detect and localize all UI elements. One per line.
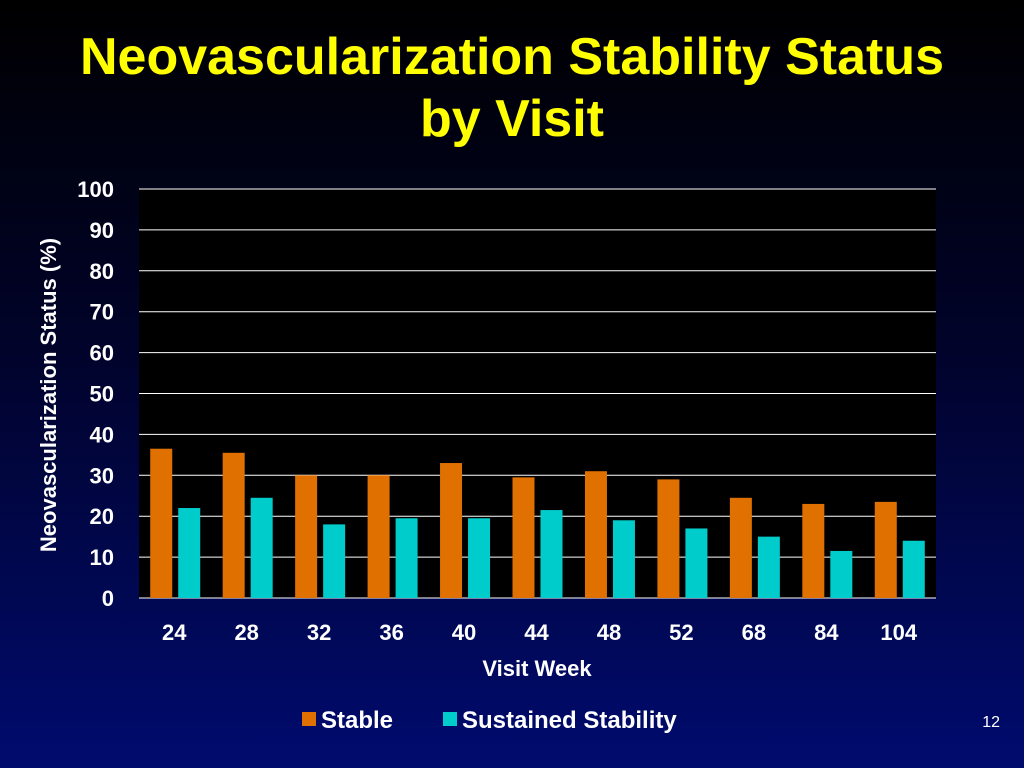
- y-tick-label: 20: [90, 504, 114, 529]
- x-tick-label: 104: [880, 620, 917, 645]
- x-tick-label: 24: [162, 620, 187, 645]
- legend-label-sustained-stability: Sustained Stability: [462, 707, 677, 734]
- bar-stable: [222, 452, 245, 598]
- y-tick-label: 60: [90, 341, 114, 366]
- legend-swatch-stable: [302, 712, 316, 726]
- y-axis-title: Neovascularization Status (%): [36, 238, 61, 552]
- y-tick-label: 80: [90, 259, 114, 284]
- legend-label-stable: Stable: [321, 707, 393, 734]
- x-tick-label: 68: [742, 620, 766, 645]
- bar-stable: [729, 497, 752, 598]
- x-tick-label: 28: [234, 620, 258, 645]
- y-tick-label: 40: [90, 422, 114, 447]
- y-tick-label: 30: [90, 463, 114, 488]
- bar-sustained-stability: [540, 510, 563, 598]
- bar-stable: [584, 471, 607, 598]
- y-tick-label: 90: [90, 218, 114, 243]
- bar-sustained-stability: [902, 540, 925, 598]
- bar-sustained-stability: [468, 518, 491, 598]
- y-tick-label: 70: [90, 300, 114, 325]
- slide-title-line-1: Neovascularization Stability Status: [79, 28, 945, 86]
- bar-stable: [512, 477, 535, 598]
- bar-sustained-stability: [395, 518, 418, 598]
- y-tick-label: 100: [77, 177, 114, 202]
- bar-stable: [440, 463, 463, 598]
- bar-stable: [802, 503, 825, 598]
- bar-stable: [874, 501, 897, 598]
- x-tick-label: 36: [379, 620, 403, 645]
- bar-stable: [150, 448, 173, 598]
- bar-stable: [657, 479, 680, 598]
- x-tick-label: 40: [452, 620, 476, 645]
- y-tick-label: 10: [90, 545, 114, 570]
- bar-stable: [367, 475, 390, 598]
- bar-sustained-stability: [178, 508, 201, 598]
- bar-sustained-stability: [757, 536, 780, 598]
- legend-swatch-sustained-stability: [443, 712, 457, 726]
- page-number: 12: [982, 714, 1000, 731]
- x-axis-title: Visit Week: [482, 656, 592, 681]
- bar-sustained-stability: [323, 524, 346, 598]
- bar-sustained-stability: [612, 520, 635, 598]
- slide-title-line-2: by Visit: [419, 90, 604, 148]
- x-tick-label: 48: [597, 620, 621, 645]
- legend: Stable Sustained Stability: [302, 707, 677, 734]
- x-tick-label: 84: [814, 620, 839, 645]
- x-tick-label: 32: [307, 620, 331, 645]
- bar-stable: [295, 475, 318, 598]
- bar-sustained-stability: [830, 550, 853, 598]
- bar-sustained-stability: [685, 528, 708, 598]
- y-tick-label: 50: [90, 382, 114, 407]
- bar-sustained-stability: [250, 497, 273, 598]
- x-tick-label: 44: [524, 620, 549, 645]
- y-tick-label: 0: [102, 586, 114, 611]
- slide-title: Neovascularization Stability Status by V…: [0, 26, 1024, 150]
- x-tick-label: 52: [669, 620, 693, 645]
